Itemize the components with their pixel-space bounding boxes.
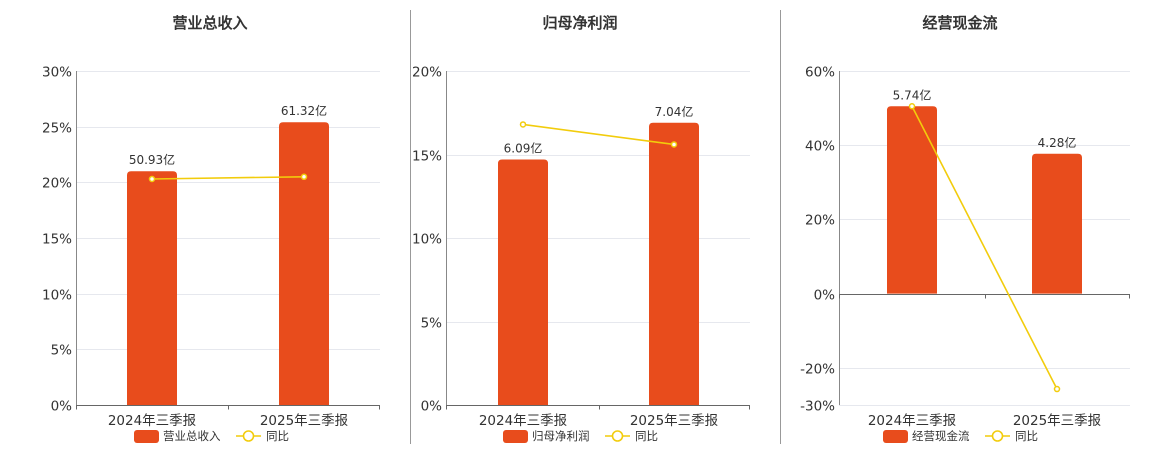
legend-swatch-bar: [134, 430, 159, 443]
yoy-point: [300, 173, 308, 181]
legend-label-bar: 营业总收入: [163, 429, 221, 443]
bar-data-label: 5.74亿: [893, 87, 932, 102]
y-tick-label: 40%: [805, 139, 835, 155]
yoy-point: [908, 103, 916, 110]
x-category-label: 2024年三季报: [108, 413, 196, 429]
chart-title: 营业总收入: [172, 14, 247, 32]
bar-data-label: 7.04亿: [655, 104, 694, 119]
y-tick-label: 60%: [805, 65, 835, 81]
yoy-line: [151, 175, 305, 180]
bar: [498, 159, 548, 405]
y-tick-label: 10%: [42, 288, 72, 304]
x-category-label: 2025年三季报: [260, 413, 348, 429]
legend-label-line: 同比: [635, 429, 658, 443]
legend-label-bar: 经营现金流: [912, 429, 970, 443]
yoy-point: [148, 175, 156, 183]
y-tick-label: 5%: [421, 316, 443, 332]
y-tick-label: 0%: [51, 399, 73, 415]
y-tick-label: 10%: [412, 232, 442, 248]
bar-data-label: 50.93亿: [129, 152, 175, 167]
chart-panel-2: 归母净利润 0% 5% 10% 15% 20% 6.09亿 7.04亿 2024年三季报 2025…: [412, 14, 750, 443]
yoy-line: [522, 123, 675, 146]
y-tick-label: 20%: [805, 213, 835, 229]
bar: [1032, 153, 1082, 294]
legend-label-bar: 归母净利润: [532, 429, 590, 443]
y-tick-label: -30%: [800, 399, 835, 415]
chart-title: 经营现金流: [922, 14, 997, 32]
y-tick-label: 0%: [421, 399, 443, 415]
legend-swatch-marker: [991, 430, 1004, 442]
legend-swatch-bar: [503, 430, 528, 443]
y-tick-label: 20%: [42, 176, 72, 192]
bar: [127, 171, 177, 405]
bar: [279, 122, 329, 406]
y-tick-label: 5%: [51, 343, 73, 359]
legend-swatch-marker: [242, 430, 255, 442]
y-tick-label: -20%: [800, 362, 835, 378]
bar: [649, 122, 699, 406]
bar-data-label: 6.09亿: [504, 141, 543, 156]
bar-data-label: 61.32亿: [281, 103, 327, 118]
y-tick-label: 15%: [42, 232, 72, 248]
legend-label-line: 同比: [266, 429, 289, 443]
yoy-line: [911, 105, 1058, 390]
yoy-point: [670, 141, 678, 148]
y-tick-label: 25%: [42, 121, 72, 137]
y-tick-label: 30%: [42, 65, 72, 81]
legend-swatch-marker: [611, 430, 624, 442]
legend-swatch-bar: [883, 430, 908, 443]
x-category-label: 2025年三季报: [630, 413, 718, 429]
bar: [887, 106, 937, 294]
chart-panel-3: 经营现金流 -30% -20% 0% 20% 40% 60% 5.74亿 4.28亿 2024年三…: [800, 14, 1130, 443]
chart-title: 归母净利润: [542, 14, 617, 32]
y-tick-label: 0%: [814, 288, 836, 304]
x-category-label: 2024年三季报: [479, 413, 567, 429]
x-category-label: 2024年三季报: [868, 413, 956, 429]
legend: 经营现金流 同比: [883, 429, 1038, 443]
yoy-point: [1053, 385, 1061, 393]
yoy-point: [519, 121, 527, 128]
x-category-label: 2025年三季报: [1013, 413, 1101, 429]
legend-label-line: 同比: [1015, 429, 1038, 443]
legend: 营业总收入 同比: [134, 429, 289, 443]
bar-data-label: 4.28亿: [1038, 135, 1077, 150]
y-tick-label: 15%: [412, 149, 442, 165]
chart-panel-1: 营业总收入 0% 5% 10% 15% 20% 25% 30% 50.93亿 61.32亿 2024…: [42, 14, 380, 443]
legend: 归母净利润 同比: [503, 429, 658, 443]
y-tick-label: 20%: [412, 65, 442, 81]
